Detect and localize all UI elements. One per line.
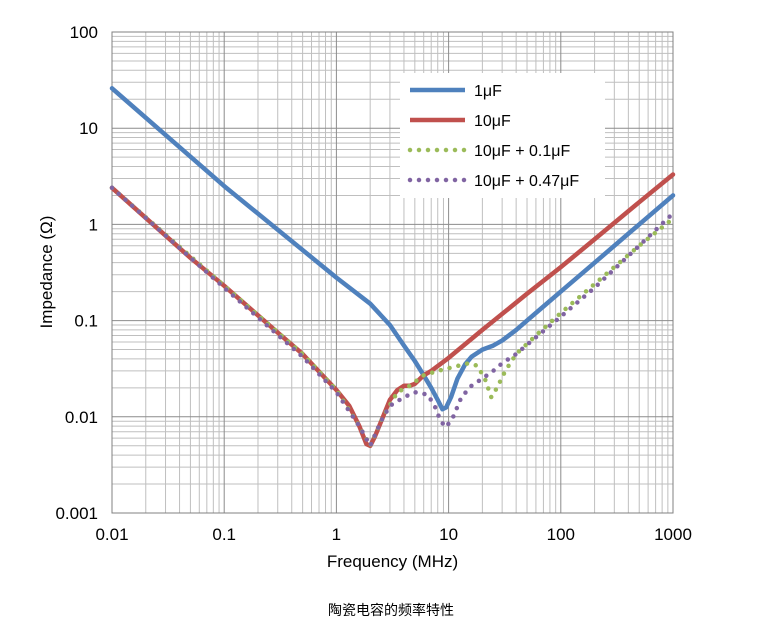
x-tick-label: 1000 (654, 525, 692, 544)
legend-box (400, 73, 605, 198)
y-tick-label: 0.01 (65, 408, 98, 427)
plot-frame (111, 31, 674, 514)
series-line-3 (109, 185, 676, 449)
series-line-2 (109, 172, 676, 449)
y-tick-label: 1 (89, 215, 98, 234)
figure-caption: 陶瓷电容的频率特性 (328, 603, 454, 619)
x-tick-label: 100 (547, 525, 575, 544)
plot-area: 0.01 0.1 1 10 100 1000 0.001 0.01 0.1 1 10 100 Frequ… (37, 23, 692, 571)
y-tick-label: 0.1 (74, 312, 98, 331)
series-line-4 (109, 185, 676, 449)
legend-label: 10μF + 0.47μF (474, 173, 579, 190)
legend-label: 1μF (474, 83, 502, 100)
legend-label: 10μF + 0.1μF (474, 143, 570, 160)
x-tick-label: 0.1 (212, 525, 236, 544)
x-tick-label: 1 (332, 525, 341, 544)
y-tick-label: 0.001 (55, 504, 98, 523)
x-tick-label: 0.01 (95, 525, 128, 544)
y-tick-label: 10 (79, 119, 98, 138)
legend-label: 10μF (474, 113, 511, 130)
y-tick-label: 100 (70, 23, 98, 42)
series-line-1 (109, 86, 676, 412)
impedance-chart: 0.01 0.1 1 10 100 1000 0.001 0.01 0.1 1 10 100 Frequ… (37, 23, 692, 571)
x-axis-title: Frequency (MHz) (327, 552, 458, 571)
x-tick-label: 10 (439, 525, 458, 544)
y-axis-title: Impedance (Ω) (37, 216, 56, 329)
